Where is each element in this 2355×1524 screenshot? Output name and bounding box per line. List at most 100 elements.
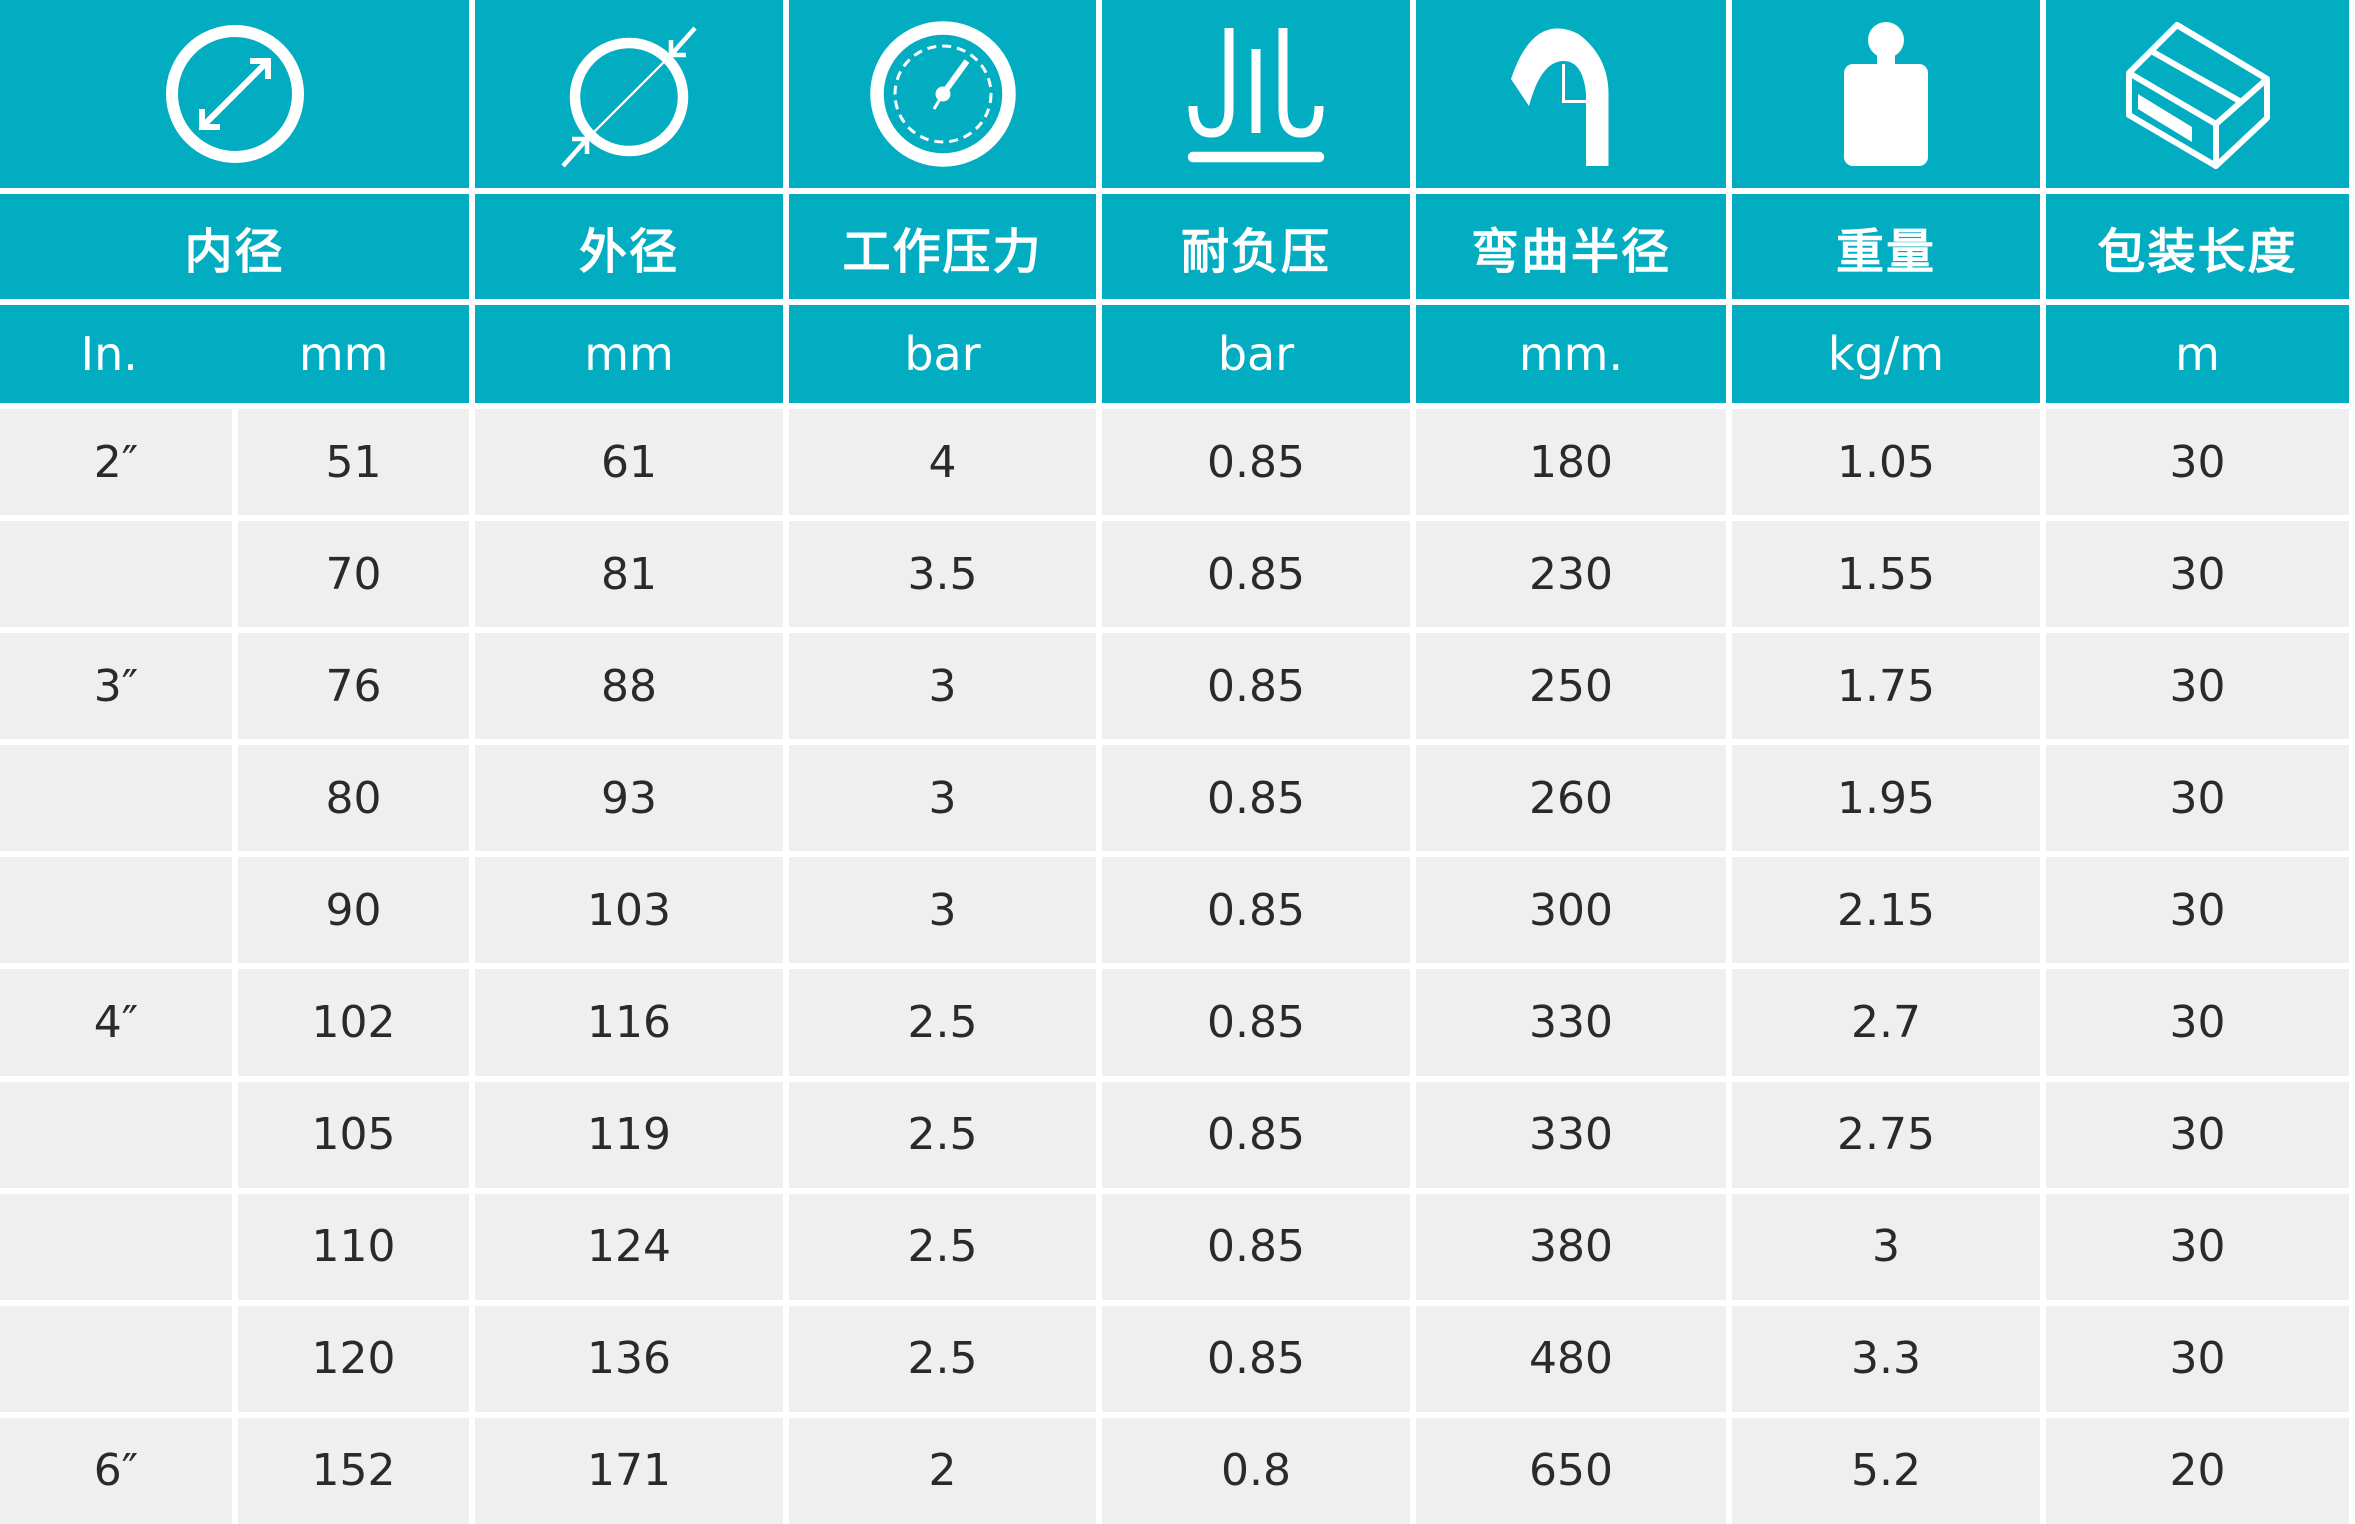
cell-working-pressure: 3 bbox=[789, 857, 1096, 964]
header-weight: 重量 bbox=[1732, 194, 2040, 299]
header-working-pressure: 工作压力 bbox=[789, 194, 1096, 299]
outer-diameter-icon bbox=[561, 26, 697, 168]
cell-vacuum: 0.85 bbox=[1102, 1305, 1410, 1412]
cell-bend-radius: 480 bbox=[1416, 1305, 1726, 1412]
outer-diameter-icon-cell bbox=[475, 0, 783, 188]
bend-radius-icon bbox=[1511, 28, 1609, 166]
weight-icon-cell bbox=[1732, 0, 2040, 188]
cell-bend-radius: 330 bbox=[1416, 969, 1726, 1076]
cell-inch bbox=[0, 745, 232, 852]
cell-bend-radius: 250 bbox=[1416, 633, 1726, 740]
cell-weight: 1.55 bbox=[1732, 521, 2040, 628]
inner-diameter-icon bbox=[165, 25, 304, 163]
inner-diameter-icon-cell bbox=[0, 0, 469, 188]
cell-working-pressure: 2.5 bbox=[789, 1081, 1096, 1188]
cell-package-length: 30 bbox=[2046, 1193, 2349, 1300]
cell-bend-radius: 380 bbox=[1416, 1193, 1726, 1300]
cell-working-pressure: 2 bbox=[789, 1417, 1096, 1524]
cell-inner-mm: 120 bbox=[238, 1305, 469, 1412]
header-outer-diameter: 外径 bbox=[475, 194, 783, 299]
unit-mm: mm bbox=[298, 327, 389, 381]
cell-working-pressure: 2.5 bbox=[789, 1305, 1096, 1412]
pressure-gauge-icon bbox=[869, 21, 1016, 167]
cell-package-length: 30 bbox=[2046, 409, 2349, 516]
cell-outer-mm: 124 bbox=[475, 1193, 783, 1300]
cell-package-length: 30 bbox=[2046, 969, 2349, 1076]
unit-bend-radius: mm. bbox=[1416, 305, 1726, 403]
cell-outer-mm: 103 bbox=[475, 857, 783, 964]
unit-working-pressure: bar bbox=[789, 305, 1096, 403]
cell-vacuum: 0.85 bbox=[1102, 745, 1410, 852]
cell-outer-mm: 136 bbox=[475, 1305, 783, 1412]
cell-inner-mm: 102 bbox=[238, 969, 469, 1076]
cell-weight: 3.3 bbox=[1732, 1305, 2040, 1412]
header-vacuum: 耐负压 bbox=[1102, 194, 1410, 299]
vacuum-icon-cell bbox=[1102, 0, 1410, 188]
cell-weight: 1.05 bbox=[1732, 409, 2040, 516]
cell-inch: 4″ bbox=[0, 969, 232, 1076]
bend-radius-icon-cell bbox=[1416, 0, 1726, 188]
unit-outer-diameter: mm bbox=[475, 305, 783, 403]
cell-outer-mm: 88 bbox=[475, 633, 783, 740]
cell-package-length: 20 bbox=[2046, 1417, 2349, 1524]
cell-inch bbox=[0, 1081, 232, 1188]
cell-working-pressure: 3 bbox=[789, 633, 1096, 740]
package-box-icon-cell bbox=[2046, 0, 2349, 188]
cell-vacuum: 0.8 bbox=[1102, 1417, 1410, 1524]
cell-weight: 1.95 bbox=[1732, 745, 2040, 852]
cell-package-length: 30 bbox=[2046, 745, 2349, 852]
cell-vacuum: 0.85 bbox=[1102, 409, 1410, 516]
cell-package-length: 30 bbox=[2046, 1081, 2349, 1188]
cell-bend-radius: 260 bbox=[1416, 745, 1726, 852]
cell-inner-mm: 152 bbox=[238, 1417, 469, 1524]
unit-vacuum: bar bbox=[1102, 305, 1410, 403]
cell-inner-mm: 80 bbox=[238, 745, 469, 852]
cell-weight: 1.75 bbox=[1732, 633, 2040, 740]
cell-bend-radius: 230 bbox=[1416, 521, 1726, 628]
cell-package-length: 30 bbox=[2046, 1305, 2349, 1412]
cell-weight: 2.75 bbox=[1732, 1081, 2040, 1188]
cell-inner-mm: 51 bbox=[238, 409, 469, 516]
cell-vacuum: 0.85 bbox=[1102, 1081, 1410, 1188]
header-inner-diameter: 内径 bbox=[0, 194, 469, 299]
unit-inner-diameter: In. mm bbox=[0, 305, 469, 403]
cell-bend-radius: 300 bbox=[1416, 857, 1726, 964]
cell-inner-mm: 110 bbox=[238, 1193, 469, 1300]
cell-bend-radius: 180 bbox=[1416, 409, 1726, 516]
cell-outer-mm: 116 bbox=[475, 969, 783, 1076]
cell-outer-mm: 171 bbox=[475, 1417, 783, 1524]
cell-outer-mm: 81 bbox=[475, 521, 783, 628]
cell-working-pressure: 3 bbox=[789, 745, 1096, 852]
cell-outer-mm: 93 bbox=[475, 745, 783, 852]
cell-inner-mm: 105 bbox=[238, 1081, 469, 1188]
cell-inch bbox=[0, 1193, 232, 1300]
cell-inch: 6″ bbox=[0, 1417, 232, 1524]
cell-working-pressure: 2.5 bbox=[789, 969, 1096, 1076]
cell-package-length: 30 bbox=[2046, 633, 2349, 740]
pressure-gauge-icon-cell bbox=[789, 0, 1096, 188]
cell-inch bbox=[0, 857, 232, 964]
cell-vacuum: 0.85 bbox=[1102, 633, 1410, 740]
cell-inner-mm: 90 bbox=[238, 857, 469, 964]
cell-inch bbox=[0, 521, 232, 628]
cell-inch: 2″ bbox=[0, 409, 232, 516]
cell-package-length: 30 bbox=[2046, 521, 2349, 628]
cell-package-length: 30 bbox=[2046, 857, 2349, 964]
cell-outer-mm: 119 bbox=[475, 1081, 783, 1188]
weight-icon bbox=[1844, 22, 1928, 166]
cell-weight: 2.15 bbox=[1732, 857, 2040, 964]
cell-inner-mm: 76 bbox=[238, 633, 469, 740]
cell-inch bbox=[0, 1305, 232, 1412]
package-box-icon bbox=[2125, 22, 2270, 169]
cell-vacuum: 0.85 bbox=[1102, 969, 1410, 1076]
cell-weight: 5.2 bbox=[1732, 1417, 2040, 1524]
unit-inch: In. bbox=[80, 327, 138, 381]
cell-working-pressure: 2.5 bbox=[789, 1193, 1096, 1300]
vacuum-icon bbox=[1187, 28, 1325, 163]
cell-bend-radius: 650 bbox=[1416, 1417, 1726, 1524]
cell-weight: 3 bbox=[1732, 1193, 2040, 1300]
header-bend-radius: 弯曲半径 bbox=[1416, 194, 1726, 299]
cell-working-pressure: 3.5 bbox=[789, 521, 1096, 628]
cell-inner-mm: 70 bbox=[238, 521, 469, 628]
